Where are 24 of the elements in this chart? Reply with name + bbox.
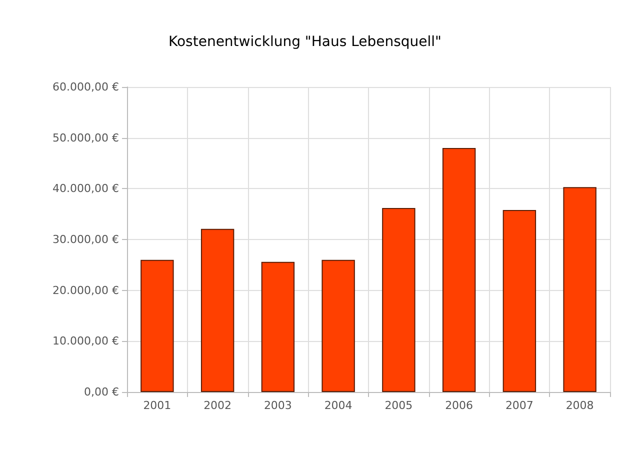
x-tick-label: 2002 (204, 399, 232, 412)
bar (502, 210, 536, 392)
bar (442, 148, 476, 392)
bar (322, 260, 355, 392)
y-tick-label: 20.000,00 € (52, 284, 119, 297)
y-tick-label: 60.000,00 € (52, 80, 119, 94)
x-tick-label: 2007 (505, 399, 534, 412)
y-tick-label: 40.000,00 € (52, 182, 119, 196)
x-tick-label: 2004 (324, 399, 352, 412)
bar (140, 260, 174, 392)
bar (563, 187, 596, 392)
y-tick-label: 50.000,00 € (52, 131, 119, 144)
bar (382, 208, 416, 392)
x-tick-label: 2003 (264, 399, 292, 412)
y-tick-label: 30.000,00 € (52, 233, 119, 246)
y-tick-label: 0,00 € (84, 386, 119, 398)
x-tick-label: 2006 (445, 399, 474, 412)
bar (261, 262, 295, 392)
x-tick-label: 2008 (566, 399, 594, 412)
x-tick-label: 2005 (384, 399, 413, 412)
y-tick-label: 10.000,00 € (52, 334, 119, 348)
chart-title: Kostenentwicklung "Haus Lebensquell" (168, 34, 442, 50)
bar (200, 228, 234, 392)
x-tick-label: 2001 (143, 399, 172, 412)
